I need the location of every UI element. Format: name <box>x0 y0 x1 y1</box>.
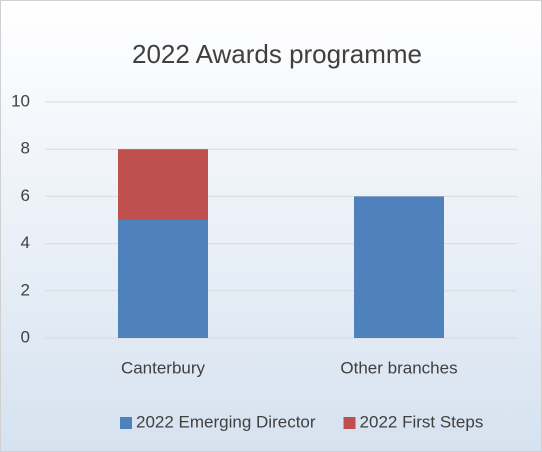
y-tick-label: 8 <box>21 139 30 158</box>
bar <box>118 220 208 338</box>
legend-swatch <box>343 417 356 429</box>
chart-title: 2022 Awards programme <box>132 39 422 69</box>
y-tick-label: 6 <box>21 186 30 205</box>
legend-label: 2022 First Steps <box>360 412 484 431</box>
legend-swatch <box>120 417 132 429</box>
y-tick-label: 10 <box>11 91 30 110</box>
bar <box>118 149 208 220</box>
x-tick-label: Other branches <box>340 358 457 377</box>
x-tick-label: Canterbury <box>121 358 206 377</box>
y-tick-label: 0 <box>21 327 30 346</box>
y-tick-label: 4 <box>21 233 30 252</box>
legend-label: 2022 Emerging Director <box>136 412 316 431</box>
y-tick-label: 2 <box>21 280 30 299</box>
bar <box>354 196 444 338</box>
